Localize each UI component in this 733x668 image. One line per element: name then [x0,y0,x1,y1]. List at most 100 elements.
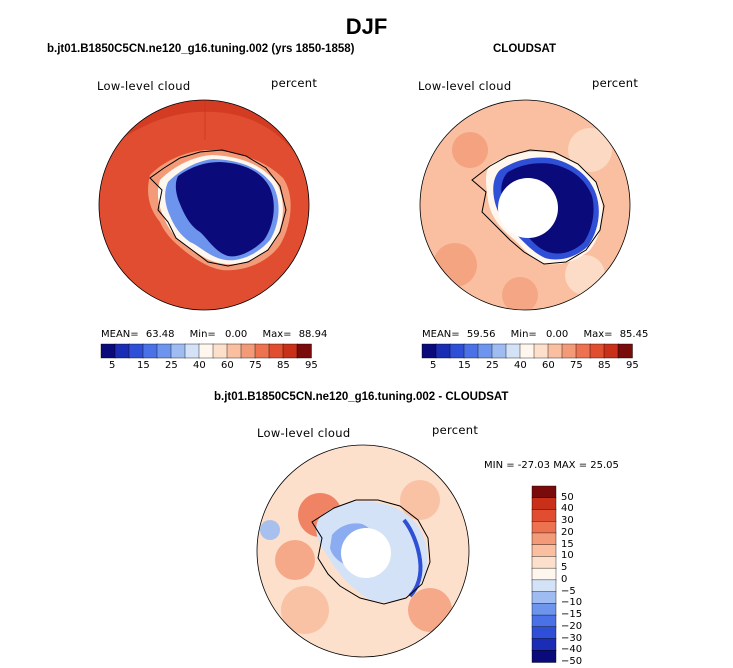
bottom-colorbar-box [531,556,557,569]
bottom-colorbar-tick-label: 0 [561,573,568,585]
top-right-mean-label: MEAN= [422,329,460,340]
top-left-units-label: percent [271,76,318,90]
top-left-high-cloud-band [100,100,309,170]
bottom-colorbar-tick-label: 15 [561,538,574,550]
top-left-colorbar-tick-label: 25 [165,360,178,371]
bottom-colorbar-ticks: 50 40 30 20 15 10 5 0 −5 −10 −15 −20 −30 −40 −50 [561,486,601,667]
bottom-colorbar-box [531,579,557,593]
top-left-variable-label: Low-level cloud [97,79,191,93]
top-left-colorbar-tick-label: 5 [109,360,116,371]
top-right-colorbar-box [575,343,591,359]
bottom-patch-6 [260,520,280,540]
bottom-colorbar-tick-label: 10 [561,550,574,562]
top-left-colorbar-tick-label: 15 [137,360,150,371]
bottom-colorbar-box [531,650,557,663]
top-left-colorbar-box [296,343,312,359]
top-right-colorbar-box [477,343,493,359]
top-right-colorbar-box [519,343,535,359]
top-left-colorbar-tick-label: 60 [221,360,234,371]
top-right-colorbar-tick-label: 5 [430,360,437,371]
top-right-colorbar-box [589,343,605,359]
top-left-antarctica-coastline [149,149,287,267]
top-right-colorbar-box [505,343,521,359]
top-left-colorbar-box [170,343,186,359]
top-right-variable-label: Low-level cloud [418,79,512,93]
bottom-colorbar-tick-label: 20 [561,526,574,538]
top-left-colorbar-box [282,343,298,359]
top-left-mean-label: MEAN= [101,329,139,340]
main-title: DJF [345,14,388,39]
top-right-colorbar-tick-label: 60 [542,360,555,371]
bottom-colorbar-tick-label: −50 [561,656,583,667]
top-right-colorbar-tick-label: 15 [458,360,471,371]
top-right-colorbar-box [617,343,633,359]
top-right-min-label: Min= [510,329,537,340]
top-right-map [420,100,630,310]
bottom-colorbar-box [531,532,557,546]
top-right-patch-1 [452,132,488,168]
bottom-colorbar-tick-label: 30 [561,515,574,527]
top-left-max-value: 88.94 [298,329,328,340]
top-left-max-label: Max= [262,329,292,340]
top-right-colorbar-tick-label: 85 [598,360,611,371]
top-right-units-label: percent [592,76,639,90]
bottom-colorbar-tick-label: −20 [561,620,583,632]
top-left-colorbar-box [100,343,116,359]
top-left-colorbar-tick-label: 40 [193,360,206,371]
bottom-colorbar-box [531,614,557,628]
top-left-colorbar-box [142,343,158,359]
top-right-colorbar-box [491,343,507,359]
bottom-east-coast-blue [402,518,423,598]
top-right-colorbar-tick-label: 40 [514,360,527,371]
bottom-patch-4 [400,480,440,520]
top-right-colorbar-box [547,343,563,359]
top-left-colorbar-tick-label: 75 [249,360,262,371]
bottom-colorbar-tick-label: −40 [561,644,583,656]
bottom-colorbar-box [531,497,557,511]
bottom-patch-2 [275,540,315,580]
top-left-colorbar-box [254,343,270,359]
top-left-colorbar-tick-label: 95 [305,360,318,371]
top-right-patch-3 [433,243,477,287]
top-left-colorbar-box [114,343,130,359]
top-left-colorbar-box [212,343,228,359]
bottom-colorbar-tick-label: 5 [561,562,568,574]
bottom-colorbar-box [531,509,557,522]
top-right-max-label: Max= [583,329,613,340]
top-left-colorbar [100,343,312,359]
top-left-min-value: 0.00 [224,329,248,340]
bottom-colorbar-tick-label: 40 [561,503,574,515]
bottom-colorbar-box [531,521,557,534]
top-left-colorbar-tick-label: 85 [277,360,290,371]
top-right-colorbar-ticks: 5 15 25 40 60 75 85 95 [422,360,639,374]
bottom-colorbar-box [531,603,557,616]
top-right-colorbar-tick-label: 75 [570,360,583,371]
top-right-patch-2 [568,128,612,172]
top-right-colorbar [421,343,633,359]
top-left-colorbar-box [184,343,200,359]
top-right-max-value: 85.45 [619,329,649,340]
top-right-colorbar-box [561,343,577,359]
bottom-colorbar-tick-label: −5 [561,585,576,597]
bottom-case-title: b.jt01.B1850C5CN.ne120_g16.tuning.002 - … [214,391,509,403]
top-right-colorbar-box [463,343,479,359]
bottom-colorbar-box [531,626,557,640]
bottom-colorbar-box [531,567,557,581]
top-right-colorbar-tick-label: 95 [626,360,639,371]
top-right-stats: MEAN= 59.56 Min= 0.00 Max= 85.45 [422,329,648,340]
top-left-mean-value: 63.48 [145,329,175,340]
top-right-colorbar-box [435,343,451,359]
top-left-colorbar-box [156,343,172,359]
bottom-missing-pole [341,528,391,578]
bottom-colorbar-box [531,485,557,499]
bottom-colorbar-tick-label: −10 [561,597,583,609]
bottom-colorbar [531,485,557,663]
bottom-map-border [256,444,470,658]
top-right-map-border [419,99,631,311]
top-right-patch-5 [502,277,538,310]
bottom-colorbar-tick-label: −15 [561,609,583,621]
top-left-colorbar-box [198,343,214,359]
bottom-colorbar-tick-label: −30 [561,632,583,644]
top-left-colorbar-box [240,343,256,359]
